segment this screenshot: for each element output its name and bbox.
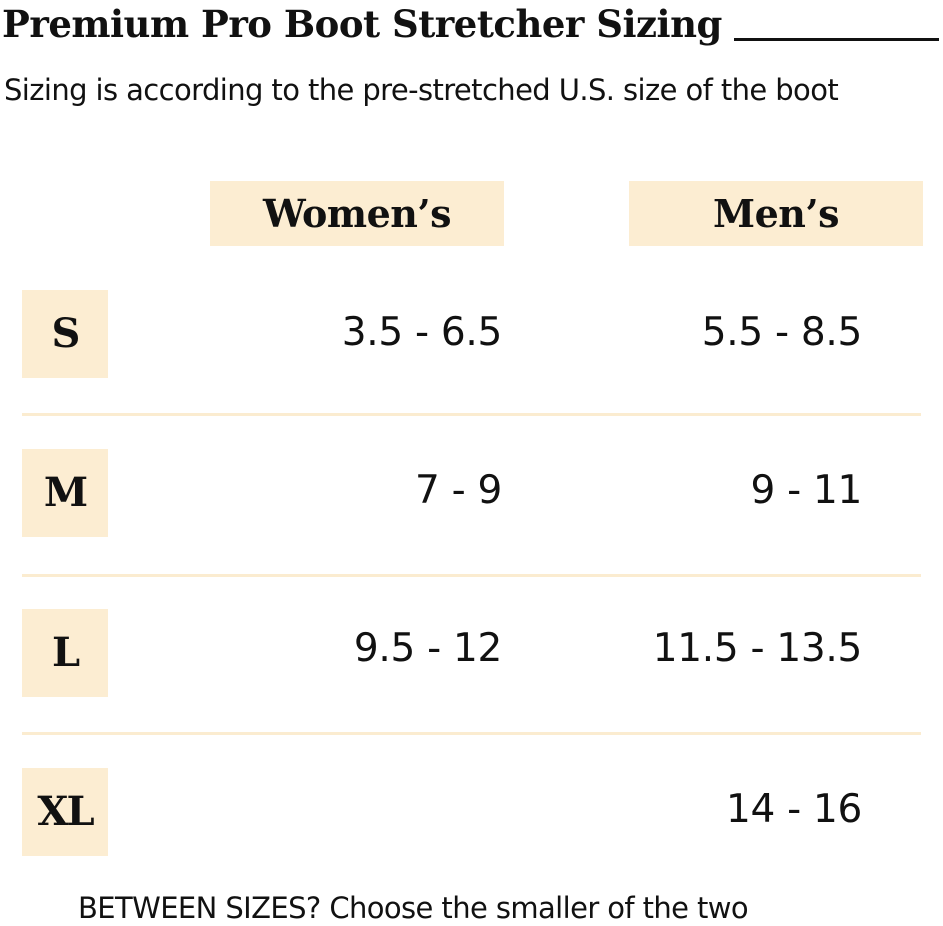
column-header-mens: Men’s	[629, 181, 923, 246]
row-divider	[22, 574, 921, 577]
womens-range-l: 9.5 - 12	[353, 626, 502, 671]
column-header-womens: Women’s	[210, 181, 504, 246]
mens-range-m: 9 - 11	[750, 468, 862, 513]
size-label-xl: XL	[22, 768, 108, 856]
row-divider	[22, 413, 921, 416]
mens-range-xl: 14 - 16	[725, 787, 862, 832]
title-underline	[734, 38, 939, 41]
size-label-s: S	[22, 290, 108, 378]
between-sizes-note: BETWEEN SIZES? Choose the smaller of the…	[78, 891, 749, 925]
page-subtitle: Sizing is according to the pre-stretched…	[4, 73, 839, 107]
size-label-m: M	[22, 449, 108, 537]
womens-range-xl	[260, 766, 502, 854]
row-divider	[22, 732, 921, 735]
mens-range-s: 5.5 - 8.5	[701, 310, 863, 355]
womens-range-m: 7 - 9	[415, 468, 502, 513]
page-title: Premium Pro Boot Stretcher Sizing	[2, 2, 722, 46]
size-label-l: L	[22, 609, 108, 697]
womens-range-s: 3.5 - 6.5	[341, 310, 503, 355]
mens-range-l: 11.5 - 13.5	[652, 626, 863, 671]
